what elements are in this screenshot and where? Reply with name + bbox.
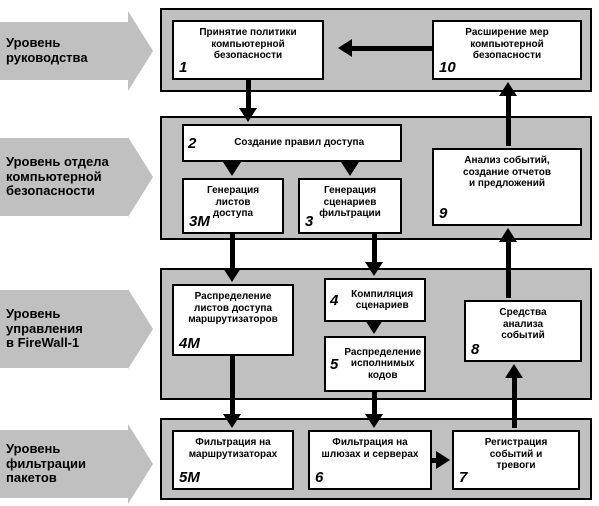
level-arrow-1: Уровень отделакомпьютернойбезопасности xyxy=(0,138,128,216)
node-n4: 4 Компиляциясценариев xyxy=(324,278,426,322)
node-number: 10 xyxy=(439,59,456,76)
node-n7: Регистрациясобытий итревоги7 xyxy=(452,430,580,490)
node-number: 4М xyxy=(179,335,200,352)
node-number: 7 xyxy=(459,469,467,486)
node-number: 3 xyxy=(305,213,313,230)
node-text: Компиляциясценариев xyxy=(344,289,420,312)
node-text: Распределениелистов доступамаршрутизатор… xyxy=(178,289,288,326)
node-text: Расширение меркомпьютернойбезопасности xyxy=(438,25,576,62)
node-n1: Принятие политикикомпьютернойбезопасност… xyxy=(172,20,324,80)
level-arrow-label: Уровеньфильтрациипакетов xyxy=(6,442,86,487)
node-number: 8 xyxy=(471,341,479,358)
node-number: 1 xyxy=(179,59,187,76)
node-n6: Фильтрация нашлюзах и серверах 6 xyxy=(308,430,432,490)
node-n3m: Генерациялистовдоступа3М xyxy=(182,178,284,234)
node-n4m: Распределениелистов доступамаршрутизатор… xyxy=(172,284,294,356)
node-number: 5М xyxy=(179,469,200,486)
level-arrow-0: Уровеньруководства xyxy=(0,22,128,80)
node-n5: 5 Распределениеисполнимыхкодов xyxy=(324,336,426,392)
level-arrow-label: Уровеньруководства xyxy=(6,36,88,66)
node-text: Регистрациясобытий итревоги xyxy=(458,435,574,472)
node-number: 9 xyxy=(439,205,447,222)
level-arrow-label: Уровень отделакомпьютернойбезопасности xyxy=(6,155,109,200)
node-n8: Средстваанализасобытий8 xyxy=(464,300,582,362)
node-text: Распределениеисполнимыхкодов xyxy=(344,347,421,382)
node-text: Создание правил доступа xyxy=(202,137,396,149)
node-number: 4 xyxy=(330,292,338,309)
node-text: Средстваанализасобытий xyxy=(470,305,576,342)
level-arrow-label: Уровеньуправленияв FireWall-1 xyxy=(6,307,83,352)
node-text: Генерациясценариевфильтрации xyxy=(304,183,396,220)
node-n2: 2 Создание правил доступа xyxy=(182,124,402,162)
node-n10: Расширение меркомпьютернойбезопасности10 xyxy=(432,20,582,80)
node-text: Анализ событий,создание отчетови предлож… xyxy=(438,153,576,190)
node-text: Фильтрация намаршрутизаторах xyxy=(178,435,288,460)
node-text: Принятие политикикомпьютернойбезопасност… xyxy=(178,25,318,62)
node-text: Фильтрация нашлюзах и серверах xyxy=(314,435,426,460)
level-arrow-2: Уровеньуправленияв FireWall-1 xyxy=(0,290,128,368)
node-n3: Генерациясценариевфильтрации3 xyxy=(298,178,402,234)
node-number: 5 xyxy=(330,356,338,373)
level-arrow-3: Уровеньфильтрациипакетов xyxy=(0,430,128,498)
node-number: 2 xyxy=(188,135,196,152)
node-n9: Анализ событий,создание отчетови предлож… xyxy=(432,148,582,226)
node-n5m: Фильтрация намаршрутизаторах 5М xyxy=(172,430,294,490)
node-number: 6 xyxy=(315,469,323,486)
node-number: 3М xyxy=(189,213,210,230)
